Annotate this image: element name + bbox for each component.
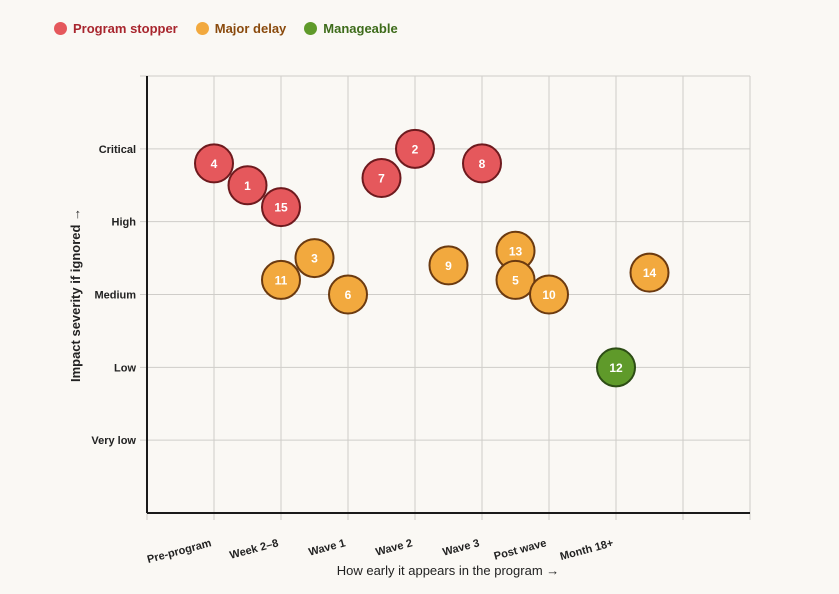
data-point-label: 4 bbox=[211, 157, 218, 171]
data-point-label: 2 bbox=[412, 142, 419, 156]
chart-legend: Program stopper Major delay Manageable bbox=[54, 21, 398, 36]
legend-item-major-delay: Major delay bbox=[195, 21, 287, 36]
y-tick-label: Low bbox=[114, 362, 136, 374]
data-point-label: 11 bbox=[275, 273, 288, 287]
legend-label: Manageable bbox=[323, 21, 398, 36]
data-point-label: 12 bbox=[609, 361, 623, 375]
legend-item-program-stopper: Program stopper bbox=[54, 21, 178, 36]
data-point bbox=[495, 259, 536, 300]
data-point bbox=[361, 157, 402, 198]
data-point bbox=[294, 238, 335, 279]
y-tick-label: Medium bbox=[94, 290, 136, 302]
legend-swatch bbox=[195, 22, 209, 35]
data-point-label: 6 bbox=[345, 288, 352, 302]
data-point bbox=[261, 259, 301, 300]
data-point-label: 13 bbox=[509, 244, 523, 258]
y-tick-label: Very low bbox=[91, 435, 136, 447]
y-tick-label: Critical bbox=[99, 144, 136, 156]
x-tick-label: Wave 3 bbox=[441, 537, 480, 558]
data-point-label: 14 bbox=[643, 266, 657, 280]
x-tick-label: Month 18+ bbox=[559, 537, 615, 563]
data-point bbox=[428, 245, 469, 286]
data-point bbox=[261, 187, 301, 228]
data-point-label: 7 bbox=[378, 171, 385, 185]
data-point-label: 8 bbox=[479, 157, 486, 171]
legend-item-manageable: Manageable bbox=[304, 21, 398, 36]
y-tick-label: High bbox=[112, 217, 137, 229]
data-point bbox=[227, 165, 268, 206]
data-point bbox=[462, 143, 502, 184]
data-point-label: 15 bbox=[274, 201, 288, 215]
legend-label: Major delay bbox=[214, 21, 287, 36]
data-point bbox=[529, 274, 569, 315]
legend-swatch bbox=[54, 22, 67, 35]
data-point bbox=[194, 143, 234, 184]
data-point-label: 9 bbox=[445, 259, 452, 273]
data-point-label: 3 bbox=[311, 252, 318, 266]
data-point bbox=[596, 347, 636, 388]
data-point-label: 1 bbox=[244, 179, 251, 193]
data-point-label: 5 bbox=[512, 273, 519, 287]
x-tick-label: Pre-program bbox=[146, 537, 213, 566]
data-point-label: 10 bbox=[542, 288, 556, 302]
x-tick-label: Wave 2 bbox=[374, 537, 413, 558]
data-point bbox=[395, 128, 435, 169]
x-tick-label: Week 2–8 bbox=[228, 537, 279, 562]
y-axis-title: Impact severity if ignored → bbox=[68, 208, 83, 382]
legend-swatch bbox=[304, 22, 318, 35]
data-point bbox=[629, 252, 670, 293]
legend-label: Program stopper bbox=[73, 21, 178, 36]
data-point bbox=[328, 274, 368, 315]
x-axis-title: How early it appears in the program → bbox=[337, 563, 560, 578]
x-tick-label: Wave 1 bbox=[307, 537, 346, 558]
x-tick-label: Post wave bbox=[493, 537, 548, 563]
